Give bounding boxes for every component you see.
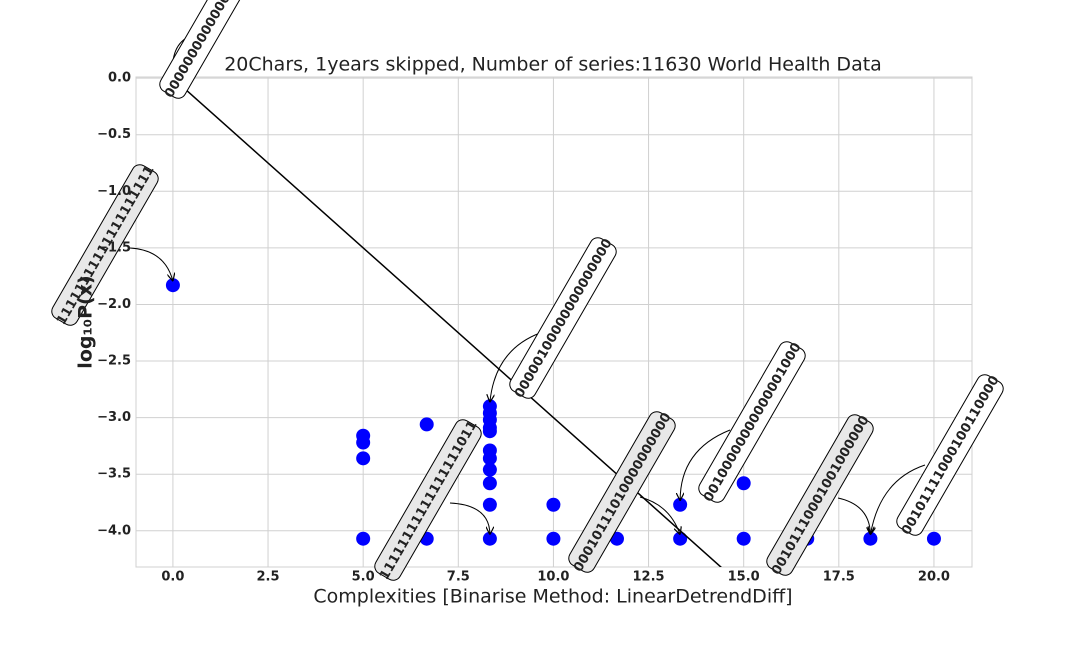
- point: [482, 497, 497, 512]
- point: [356, 451, 371, 466]
- annotation-box: [159, 0, 267, 99]
- annotation-arrow: [639, 496, 680, 535]
- annotation-arrow: [680, 429, 731, 501]
- x-tick-label: 20.0: [918, 570, 950, 585]
- annotation-box: [374, 419, 482, 581]
- x-tick-label: 0.0: [161, 570, 184, 585]
- point: [926, 531, 941, 546]
- point: [419, 417, 434, 432]
- y-tick-label: −1.5: [97, 240, 131, 255]
- annotation-box: [509, 237, 617, 399]
- trend-line: [172, 77, 722, 567]
- point: [482, 424, 497, 439]
- point: [482, 462, 497, 477]
- point: [546, 497, 561, 512]
- x-tick-label: 12.5: [633, 570, 665, 585]
- point: [546, 531, 561, 546]
- y-tick-label: 0.0: [108, 71, 131, 86]
- point: [736, 531, 751, 546]
- point: [736, 476, 751, 491]
- annotation-arrow: [129, 247, 173, 281]
- annotation-box: [568, 411, 676, 573]
- x-tick-label: 7.5: [447, 570, 470, 585]
- y-tick-label: −4.0: [97, 523, 131, 538]
- y-tick-label: −3.5: [97, 467, 131, 482]
- chart-title: 20Chars, 1years skipped, Number of serie…: [224, 54, 882, 76]
- annotation-arrow: [449, 502, 490, 535]
- point: [356, 531, 371, 546]
- x-tick-label: 10.0: [537, 570, 569, 585]
- x-tick-label: 5.0: [352, 570, 375, 585]
- x-tick-label: 2.5: [257, 570, 280, 585]
- annotation-arrow: [870, 464, 926, 535]
- y-tick-label: −2.0: [97, 297, 131, 312]
- point: [482, 451, 497, 466]
- y-tick-label: −3.0: [97, 410, 131, 425]
- point: [673, 497, 688, 512]
- y-tick-label: −2.5: [97, 354, 131, 369]
- annotation-box: [896, 374, 1004, 536]
- point: [482, 476, 497, 491]
- y-tick-label: −1.0: [97, 184, 131, 199]
- x-tick-label: 15.0: [728, 570, 760, 585]
- annotation-box: [51, 164, 159, 326]
- annotation-box: [698, 341, 806, 503]
- annotation-arrow: [490, 332, 541, 402]
- point: [356, 435, 371, 450]
- y-tick-label: −0.5: [97, 127, 131, 142]
- annotation-box: [766, 414, 874, 576]
- point: [482, 531, 497, 546]
- y-axis-label: log₁₀P(x): [75, 275, 97, 368]
- x-tick-label: 17.5: [823, 570, 855, 585]
- x-axis-label: Complexities [Binarise Method: LinearDet…: [313, 586, 792, 608]
